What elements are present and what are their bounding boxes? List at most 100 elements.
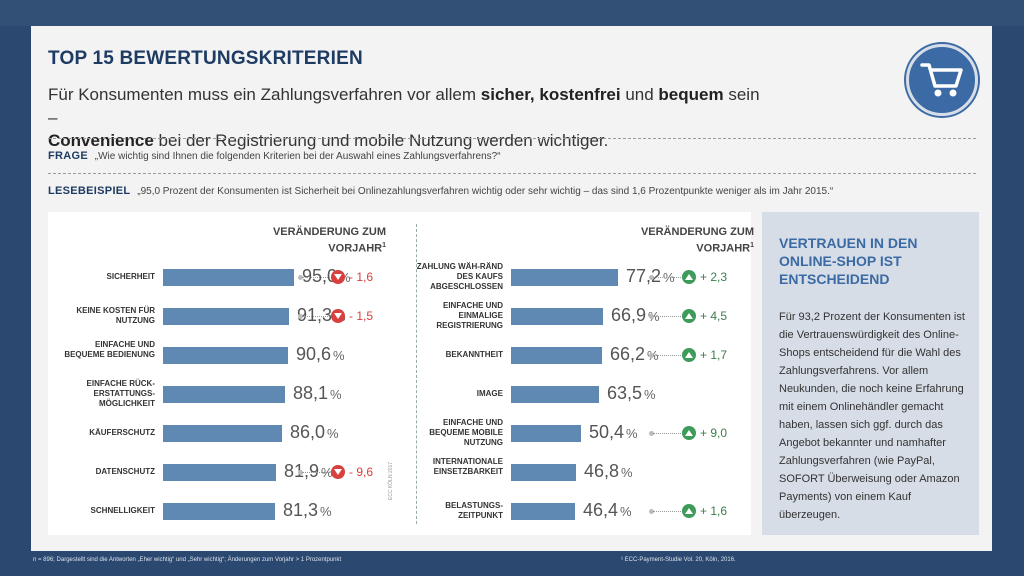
divider-line bbox=[48, 173, 976, 174]
footnote-source: ¹ ECC-Payment-Studie Vol. 20, Köln, 2016… bbox=[621, 557, 736, 563]
value-number: 88,1 bbox=[293, 383, 329, 403]
value-label: 50,4% bbox=[589, 422, 638, 443]
lesebeispiel-label: LESEBEISPIEL bbox=[48, 185, 131, 197]
value-unit: % bbox=[330, 387, 342, 402]
category-label: EINFACHE UND EINMALIGE REGISTRIERUNG bbox=[436, 301, 503, 330]
change-header: VERÄNDERUNG ZUM VORJAHR1 bbox=[266, 226, 386, 256]
value-number: 46,8 bbox=[584, 461, 620, 481]
bar-mark bbox=[511, 386, 599, 403]
category-label: IMAGE bbox=[476, 389, 503, 398]
change-connector-line bbox=[302, 472, 336, 473]
value-number: 90,6 bbox=[296, 344, 332, 364]
bar-mark bbox=[163, 308, 289, 325]
change-connector-line bbox=[302, 277, 336, 278]
value-number: 50,4 bbox=[589, 422, 625, 442]
frage-text: „Wie wichtig sind Ihnen die folgenden Kr… bbox=[94, 151, 501, 162]
bar-mark bbox=[511, 308, 603, 325]
category-label: KÄUFERSCHUTZ bbox=[89, 428, 155, 437]
page-title: TOP 15 BEWERTUNGSKRITERIEN bbox=[48, 48, 363, 69]
change-connector-line bbox=[653, 355, 687, 356]
bar-mark bbox=[163, 347, 288, 364]
value-unit: % bbox=[320, 504, 332, 519]
change-connector-dot bbox=[298, 470, 303, 475]
subtitle-text-4: bei der Registrierung und mobile Nutzung… bbox=[153, 131, 609, 150]
bar-mark bbox=[163, 464, 276, 481]
change-header-footnote: 1 bbox=[750, 242, 754, 249]
change-connector-line bbox=[653, 433, 687, 434]
change-connector-line bbox=[653, 511, 687, 512]
change-header: VERÄNDERUNG ZUM VORJAHR1 bbox=[634, 226, 754, 256]
bar-mark bbox=[163, 425, 282, 442]
triangle-down-icon bbox=[331, 309, 345, 323]
infographic-card: TOP 15 BEWERTUNGSKRITERIEN Für Konsument… bbox=[31, 26, 992, 551]
value-number: 46,4 bbox=[583, 500, 619, 520]
lesebeispiel-text: „95,0 Prozent der Konsumenten ist Sicher… bbox=[137, 186, 834, 197]
category-label: BELASTUNGS-ZEITPUNKT bbox=[445, 501, 503, 520]
value-number: 86,0 bbox=[290, 422, 326, 442]
bar-chart: ECC KÖLN 2017 VERÄNDERUNG ZUM VORJAHR1 SI… bbox=[48, 212, 754, 535]
value-number: 77,2 bbox=[626, 266, 662, 286]
change-connector-dot bbox=[649, 314, 654, 319]
info-panel: VERTRAUEN IN DEN ONLINE-SHOP IST ENTSCHE… bbox=[762, 212, 979, 535]
change-value: - 1,5 bbox=[349, 309, 374, 323]
category-label: BEKANNTHEIT bbox=[445, 350, 503, 359]
footnote-sample: n = 896; Dargestellt sind die Antworten … bbox=[33, 557, 342, 563]
triangle-down-icon bbox=[331, 270, 345, 284]
frage-row: FRAGE „Wie wichtig sind Ihnen die folgen… bbox=[48, 150, 501, 162]
subtitle-text-2: und bbox=[620, 85, 659, 104]
value-unit: % bbox=[333, 348, 345, 363]
value-unit: % bbox=[626, 426, 638, 441]
value-label: 46,4% bbox=[583, 500, 632, 521]
subtitle-bold-1: sicher, kostenfrei bbox=[480, 85, 621, 104]
shopping-cart-icon bbox=[906, 44, 978, 116]
value-number: 81,3 bbox=[283, 500, 319, 520]
subtitle: Für Konsumenten muss ein Zahlungsverfahr… bbox=[48, 83, 768, 152]
category-label: SICHERHEIT bbox=[106, 272, 155, 281]
value-label: 81,3% bbox=[283, 500, 332, 521]
change-header-text: VERÄNDERUNG ZUM VORJAHR bbox=[640, 226, 754, 255]
category-label: SCHNELLIGKEIT bbox=[90, 506, 155, 515]
subtitle-bold-2: bequem bbox=[658, 85, 724, 104]
value-number: 95,0 bbox=[302, 266, 338, 286]
change-value: - 1,6 bbox=[349, 270, 374, 284]
change-connector-dot bbox=[298, 314, 303, 319]
lesebeispiel-row: LESEBEISPIEL „95,0 Prozent der Konsument… bbox=[48, 185, 833, 197]
category-label: KEINE KOSTEN FÜR NUTZUNG bbox=[76, 306, 155, 325]
value-label: 88,1% bbox=[293, 383, 342, 404]
triangle-up-icon bbox=[682, 270, 696, 284]
change-connector-dot bbox=[649, 431, 654, 436]
value-label: 86,0% bbox=[290, 422, 339, 443]
bar-mark bbox=[511, 464, 576, 481]
column-divider bbox=[416, 224, 417, 524]
change-connector-line bbox=[653, 277, 687, 278]
category-label: ZAHLUNG WÄH-RÄND DES KAUFS ABGESCHLOSSEN bbox=[416, 262, 503, 291]
bar-mark bbox=[163, 386, 285, 403]
copyright-note: ECC KÖLN 2017 bbox=[388, 461, 394, 500]
value-number: 91,3 bbox=[297, 305, 333, 325]
change-value: + 1,7 bbox=[700, 348, 728, 362]
bar-mark bbox=[511, 503, 575, 520]
subtitle-text-1: Für Konsumenten muss ein Zahlungsverfahr… bbox=[48, 85, 481, 104]
divider-line bbox=[48, 138, 976, 139]
change-connector-dot bbox=[649, 275, 654, 280]
category-label: EINFACHE RÜCK-ERSTATTUNGS-MÖGLICHKEIT bbox=[86, 379, 155, 408]
change-value: + 4,5 bbox=[700, 309, 728, 323]
category-label: DATENSCHUTZ bbox=[95, 467, 155, 476]
frage-label: FRAGE bbox=[48, 150, 88, 162]
triangle-down-icon bbox=[331, 465, 345, 479]
bar-mark bbox=[511, 347, 602, 364]
value-number: 66,9 bbox=[611, 305, 647, 325]
value-label: 46,8% bbox=[584, 461, 633, 482]
value-label: 90,6% bbox=[296, 344, 345, 365]
bar-mark bbox=[163, 269, 294, 286]
change-value: - 9,6 bbox=[349, 465, 374, 479]
value-number: 63,5 bbox=[607, 383, 643, 403]
change-connector-line bbox=[653, 316, 687, 317]
change-connector-line bbox=[302, 316, 336, 317]
category-label: EINFACHE UND BEQUEME BEDIENUNG bbox=[64, 340, 155, 359]
triangle-up-icon bbox=[682, 426, 696, 440]
category-label: INTERNATIONALE EINSETZBARKEIT bbox=[432, 457, 503, 476]
info-panel-title: VERTRAUEN IN DEN ONLINE-SHOP IST ENTSCHE… bbox=[779, 235, 918, 287]
change-value: + 9,0 bbox=[700, 426, 728, 440]
background-top bbox=[0, 0, 1024, 26]
